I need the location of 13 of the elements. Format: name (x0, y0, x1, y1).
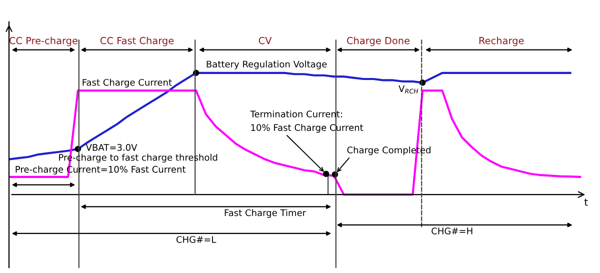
x-axis-title: t (584, 198, 588, 206)
text: Fast Charge Timer (224, 209, 306, 218)
text: CHG#=H (432, 228, 472, 234)
annotation: VBAT=3.0V (86, 144, 138, 151)
text: CC Fast Charge (100, 36, 174, 46)
annotation: V$_{RCH}$ (398, 85, 418, 94)
text: Battery Regulation Voltage (206, 60, 327, 70)
text: CC Pre-charge (9, 36, 78, 46)
text: CV (258, 36, 272, 44)
text: Recharge (479, 36, 524, 46)
annotation: Fast Charge Current (82, 78, 172, 88)
text: CHG#=L (176, 236, 216, 243)
text: Charge Done (347, 36, 410, 46)
